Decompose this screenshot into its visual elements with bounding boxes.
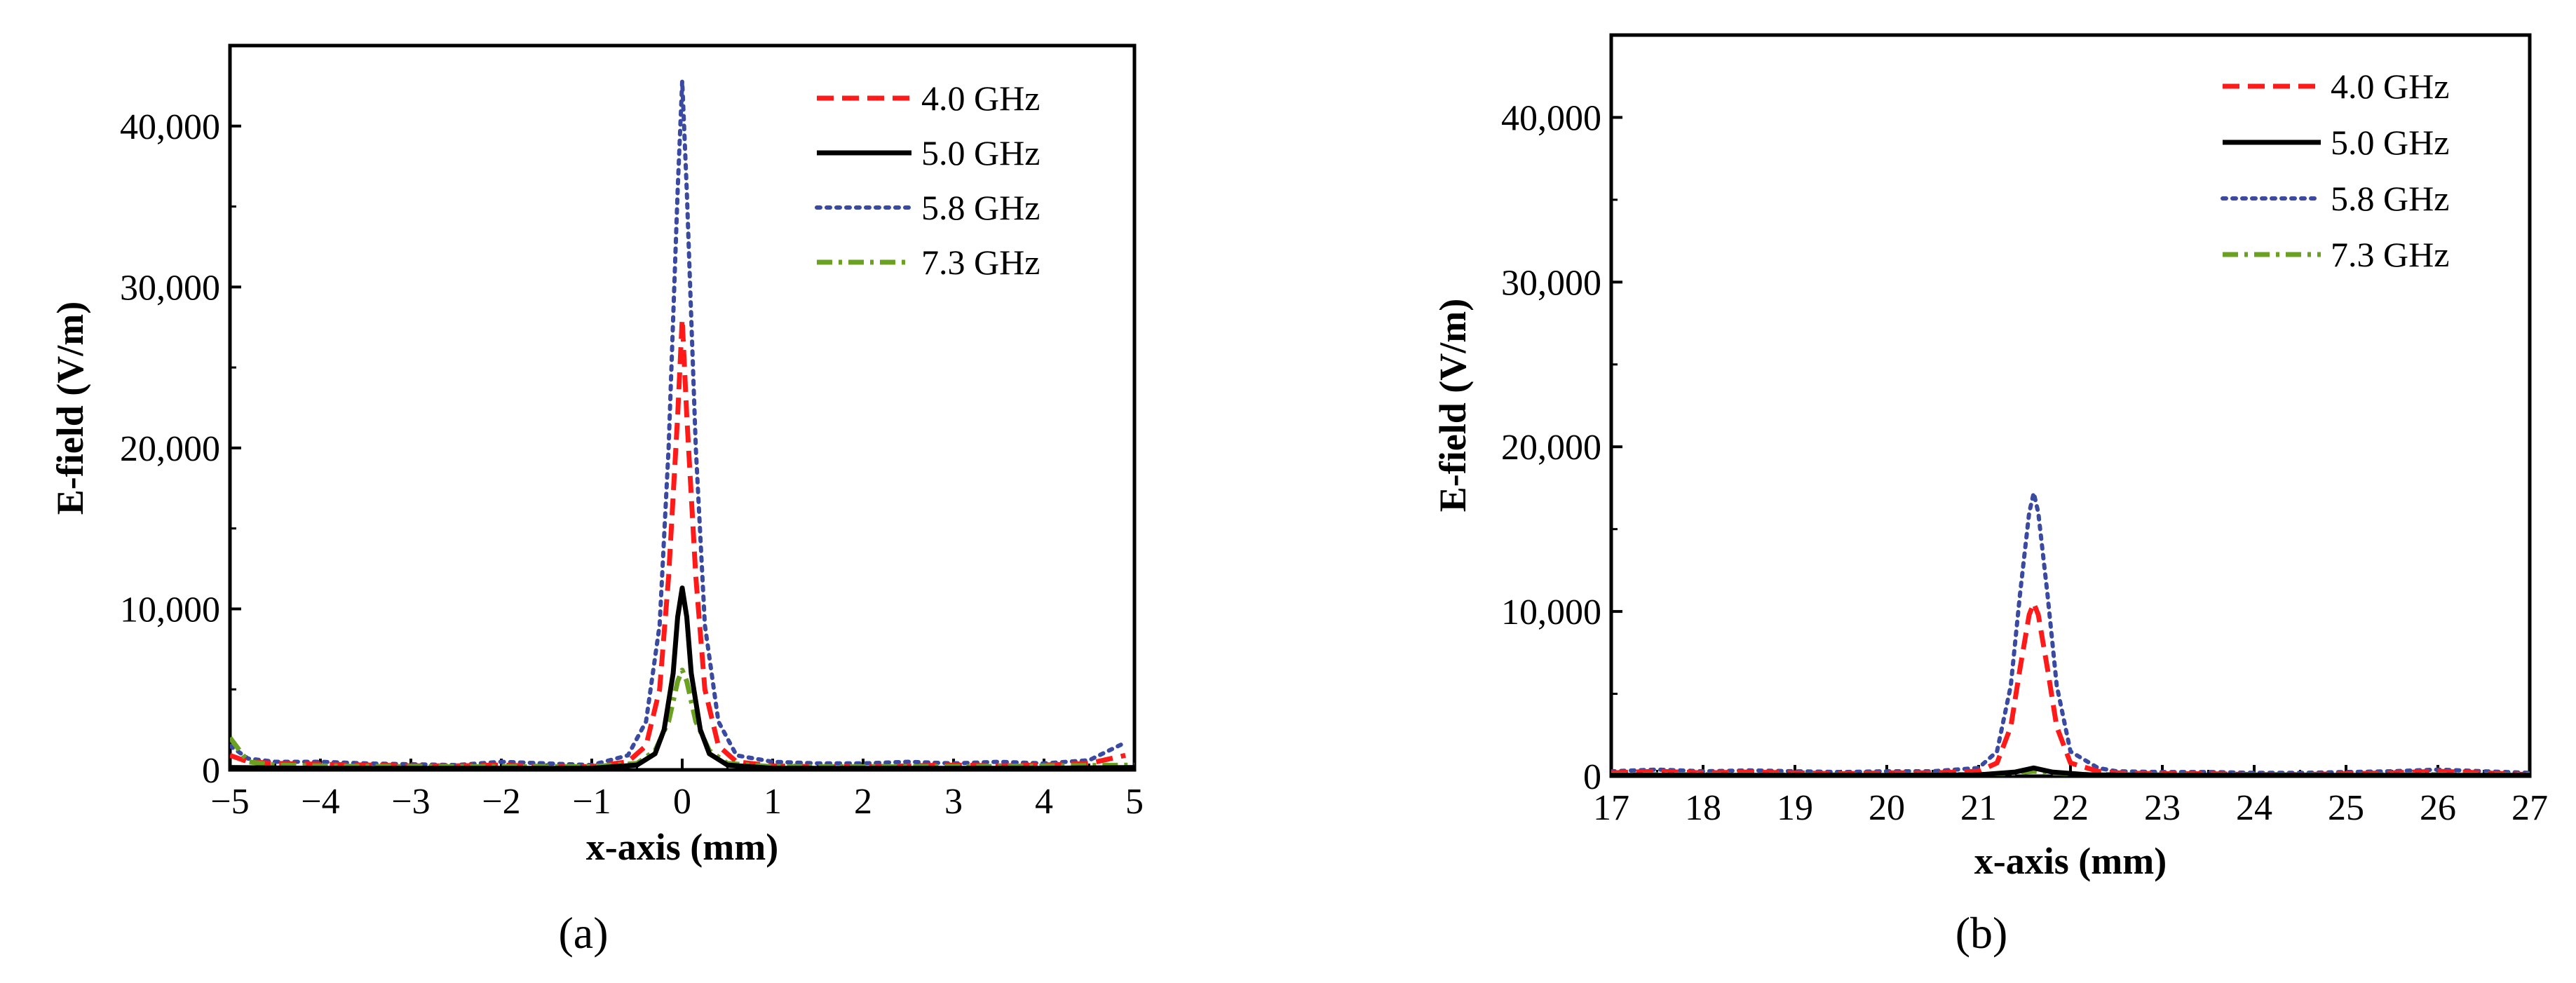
x-tick-label: 23 bbox=[2144, 788, 2181, 828]
legend-b: 4.0 GHz 5.0 GHz 5.8 GHz 7.3 GHz bbox=[2221, 67, 2449, 274]
y-tick-label: 20,000 bbox=[120, 429, 220, 469]
panel-label-a: (a) bbox=[558, 908, 608, 958]
y-tick-label: 40,000 bbox=[120, 107, 220, 147]
x-tick-label: 21 bbox=[1960, 788, 1997, 828]
legend-label: 7.3 GHz bbox=[921, 243, 1040, 282]
series-line-73ghz bbox=[230, 667, 1134, 769]
x-tick-label: 3 bbox=[944, 782, 963, 822]
y-tick-label: 10,000 bbox=[120, 590, 220, 630]
series-line-40ghz bbox=[230, 316, 1126, 769]
y-tick-label: 30,000 bbox=[120, 268, 220, 308]
series-line-50ghz bbox=[230, 585, 1134, 770]
x-tick-label: 25 bbox=[2328, 788, 2364, 828]
x-tick-label: −5 bbox=[210, 782, 249, 822]
yticks-b: 0 10,000 20,000 30,000 40,000 bbox=[1501, 34, 1622, 797]
x-tick-label: −2 bbox=[482, 782, 520, 822]
y-tick-label: 20,000 bbox=[1501, 428, 1601, 468]
x-tick-label: 0 bbox=[673, 782, 691, 822]
x-tick-label: 24 bbox=[2236, 788, 2272, 828]
series-line-58ghz bbox=[1611, 491, 2530, 775]
y-tick-label: 10,000 bbox=[1501, 592, 1601, 632]
legend-a: 4.0 GHz 5.0 GHz 5.8 GHz 7.3 GHz bbox=[815, 79, 1040, 282]
series-line-58ghz bbox=[230, 79, 1128, 768]
legend-label: 7.3 GHz bbox=[2331, 235, 2449, 274]
y-tick-label: 0 bbox=[1583, 757, 1601, 797]
x-tick-label: −1 bbox=[572, 782, 611, 822]
legend-label: 5.8 GHz bbox=[921, 188, 1040, 227]
x-tick-label: 5 bbox=[1125, 782, 1144, 822]
chart-b: 17 18 19 20 21 22 23 24 25 26 27 0 10,000 20,000 30,0… bbox=[1432, 33, 2548, 958]
legend-label: 5.8 GHz bbox=[2331, 179, 2449, 218]
panel-label-b: (b) bbox=[1955, 908, 2008, 958]
series-a bbox=[230, 79, 1134, 770]
series-line-50ghz bbox=[1611, 765, 2530, 776]
y-tick-label: 40,000 bbox=[1501, 98, 1601, 138]
legend-label: 5.0 GHz bbox=[921, 133, 1040, 172]
y-tick-label: 30,000 bbox=[1501, 263, 1601, 303]
x-tick-label: 27 bbox=[2511, 788, 2548, 828]
x-tick-label: 1 bbox=[764, 782, 782, 822]
xticks-b: 17 18 19 20 21 22 23 24 25 26 27 bbox=[1593, 765, 2548, 828]
y-axis-title-a: E-field (V/m) bbox=[49, 301, 91, 515]
legend-label: 4.0 GHz bbox=[2331, 67, 2449, 106]
x-tick-label: 4 bbox=[1035, 782, 1053, 822]
x-tick-label: 26 bbox=[2420, 788, 2456, 828]
x-axis-title-b: x-axis (mm) bbox=[1974, 840, 2167, 882]
legend-label: 5.0 GHz bbox=[2331, 123, 2449, 162]
x-axis-title-a: x-axis (mm) bbox=[586, 826, 778, 868]
chart-a: −5 −4 −3 −2 −1 0 1 2 3 4 5 0 10,000 20,000 30,000 40,0… bbox=[49, 43, 1144, 958]
x-tick-label: 19 bbox=[1777, 788, 1813, 828]
y-axis-title-b: E-field (V/m) bbox=[1432, 299, 1474, 512]
yticks-a: 0 10,000 20,000 30,000 40,000 bbox=[120, 44, 241, 791]
y-tick-label: 0 bbox=[202, 751, 220, 791]
x-tick-label: 17 bbox=[1593, 788, 1629, 828]
x-tick-label: 18 bbox=[1685, 788, 1721, 828]
series-b bbox=[1611, 491, 2530, 776]
x-tick-label: −3 bbox=[391, 782, 430, 822]
x-tick-label: 20 bbox=[1869, 788, 1905, 828]
legend-label: 4.0 GHz bbox=[921, 79, 1040, 118]
x-tick-label: −4 bbox=[301, 782, 339, 822]
x-tick-label: 2 bbox=[854, 782, 872, 822]
x-tick-label: 22 bbox=[2052, 788, 2089, 828]
